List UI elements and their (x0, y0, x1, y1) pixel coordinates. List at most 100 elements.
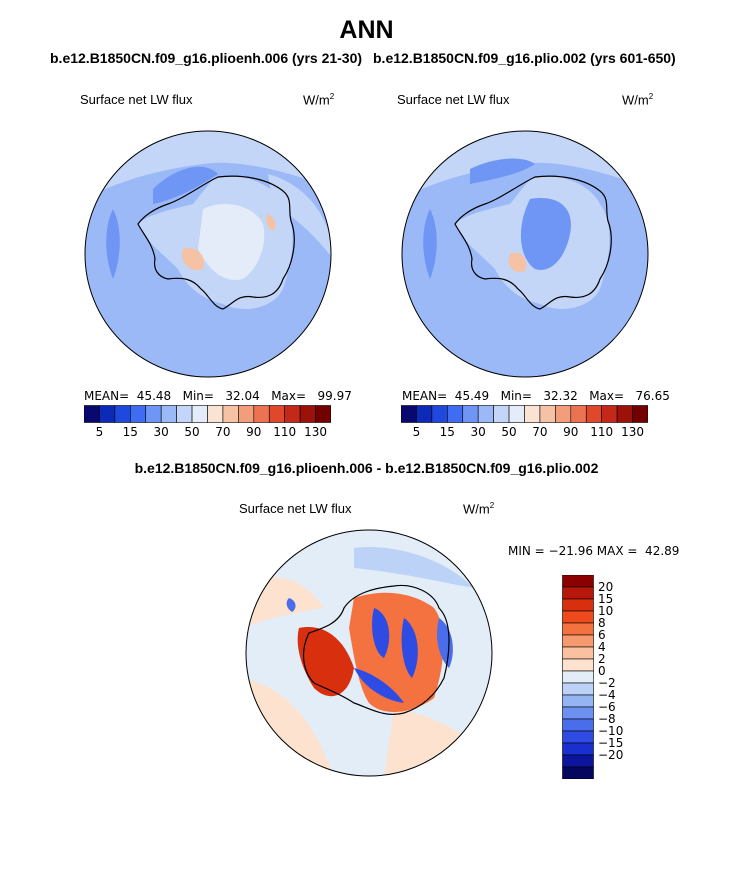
colorbar-tick-label: −10 (598, 724, 624, 738)
colorbar-swatch (562, 610, 594, 624)
colorbar-swatch (315, 405, 331, 423)
colorbar-swatch (562, 706, 594, 720)
colorbar-swatch (562, 682, 594, 696)
colorbar-swatch (562, 670, 594, 684)
colorbar-swatch (401, 405, 417, 423)
colorbar-swatch (447, 405, 464, 423)
map-blue-patch (423, 209, 437, 279)
colorbar-swatch (130, 405, 147, 423)
colorbar-tick-label: 8 (598, 616, 606, 630)
colorbar-tick-label: −4 (598, 688, 616, 702)
colorbar-swatch (562, 742, 594, 756)
colorbar-tick-label: 30 (153, 425, 169, 439)
map-warm-patch (508, 252, 527, 273)
left-variable-label: Surface net LW flux (80, 92, 193, 107)
antarctica-coastline (454, 175, 612, 310)
map-boundary (401, 130, 649, 378)
colorbar-tick-label: 6 (598, 628, 606, 642)
antarctica-coastline (137, 175, 295, 310)
left-units-label: W/m2 (303, 92, 335, 108)
map-blue-patch (106, 209, 120, 279)
colorbar-tick-label: −8 (598, 712, 616, 726)
map-pale-patch (198, 204, 265, 280)
left-colorbar-ticks: 5 15 30 50 70 90 110 130 (84, 425, 331, 439)
colorbar-tick-label: 20 (598, 580, 614, 594)
right-colorbar-ticks: 5 15 30 50 70 90 110 130 (401, 425, 648, 439)
diff-warm-patch (246, 577, 324, 628)
colorbar-swatch (477, 405, 494, 423)
colorbar-tick-label: 5 (95, 425, 104, 439)
colorbar-swatch (601, 405, 618, 423)
colorbar-tick-label: −20 (598, 748, 624, 762)
colorbar-tick-label: 70 (215, 425, 231, 439)
colorbar-swatch (207, 405, 224, 423)
colorbar-tick-label: −2 (598, 676, 616, 690)
colorbar-tick-label: 15 (122, 425, 138, 439)
colorbar-swatch (562, 575, 594, 588)
map-boundary (245, 529, 493, 777)
right-variable-label: Surface net LW flux (397, 92, 510, 107)
colorbar-tick-label: 110 (273, 425, 297, 439)
colorbar-tick-label: 90 (563, 425, 579, 439)
colorbar-tick-label: 90 (246, 425, 262, 439)
difference-title: b.e12.B1850CN.f09_g16.plioenh.006 - b.e1… (134, 460, 599, 476)
diff-red-patch (297, 627, 354, 697)
colorbar-tick-label: 130 (621, 425, 645, 439)
left-case-title: b.e12.B1850CN.f09_g16.plioenh.006 (yrs 2… (50, 50, 363, 66)
colorbar-swatch (416, 405, 433, 423)
colorbar-swatch (284, 405, 301, 423)
colorbar-tick-label: 50 (184, 425, 200, 439)
colorbar-swatch (570, 405, 587, 423)
colorbar-tick-label: −6 (598, 700, 616, 714)
diff-blue-streak (286, 598, 296, 612)
colorbar-swatch (616, 405, 633, 423)
right-colorbar (401, 405, 648, 423)
left-colorbar (84, 405, 331, 423)
colorbar-tick-label: 5 (412, 425, 421, 439)
diff-variable-label: Surface net LW flux (239, 501, 352, 516)
colorbar-swatch (508, 405, 525, 423)
colorbar-swatch (222, 405, 239, 423)
right-stats: MEAN= 45.49 Min= 32.32 Max= 76.65 (402, 389, 670, 403)
colorbar-tick-label: 130 (304, 425, 328, 439)
colorbar-tick-label: 15 (439, 425, 455, 439)
colorbar-tick-label: 15 (598, 592, 614, 606)
map-boundary (84, 130, 332, 378)
colorbar-swatch (562, 622, 594, 636)
diff-cool-patch (354, 547, 474, 588)
right-polar-map (401, 130, 649, 378)
right-units-label: W/m2 (622, 92, 654, 108)
diff-blue-streak (401, 618, 418, 678)
colorbar-swatch (191, 405, 208, 423)
colorbar-tick-label: 0 (598, 664, 606, 678)
colorbar-swatch (431, 405, 448, 423)
map-blue-patch (520, 198, 571, 270)
colorbar-swatch (562, 658, 594, 672)
colorbar-swatch (562, 586, 594, 600)
colorbar-swatch (562, 598, 594, 612)
colorbar-swatch (562, 730, 594, 744)
colorbar-swatch (253, 405, 270, 423)
antarctica-coastline (302, 584, 450, 715)
diff-colorbar-ticks: 20 15 10 8 6 4 2 0 −2 −4 −6 −8 −10 −15 −20 (596, 575, 636, 779)
colorbar-swatch (268, 405, 285, 423)
diff-colorbar (562, 575, 594, 779)
map-warm-patch (182, 247, 204, 271)
left-stats: MEAN= 45.48 Min= 32.04 Max= 99.97 (84, 389, 352, 403)
colorbar-swatch (299, 405, 316, 423)
colorbar-swatch (160, 405, 177, 423)
right-case-title: b.e12.B1850CN.f09_g16.plio.002 (yrs 601-… (373, 50, 676, 66)
map-blue-patch (153, 166, 218, 204)
colorbar-swatch (539, 405, 556, 423)
colorbar-tick-label: 30 (470, 425, 486, 439)
map-blue-patch (470, 158, 535, 184)
colorbar-swatch (632, 405, 648, 423)
colorbar-tick-label: −15 (598, 736, 624, 750)
colorbar-swatch (585, 405, 602, 423)
diff-blue-streak (354, 668, 404, 703)
colorbar-tick-label: 110 (590, 425, 614, 439)
map-light-patch (268, 174, 331, 259)
colorbar-swatch (562, 646, 594, 660)
colorbar-swatch (114, 405, 131, 423)
main-title: ANN (339, 16, 394, 44)
